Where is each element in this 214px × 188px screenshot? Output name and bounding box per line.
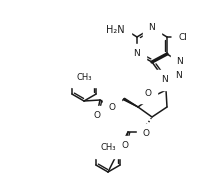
- Text: N: N: [176, 71, 182, 80]
- Text: O: O: [108, 104, 116, 112]
- Polygon shape: [123, 98, 138, 107]
- Text: N: N: [177, 58, 183, 67]
- Text: N: N: [134, 49, 140, 58]
- Text: Cl: Cl: [179, 33, 188, 42]
- Text: N: N: [162, 76, 168, 84]
- Text: H₂N: H₂N: [106, 25, 125, 35]
- Text: O: O: [144, 89, 152, 98]
- Text: N: N: [149, 24, 155, 33]
- Polygon shape: [164, 80, 166, 90]
- Text: O: O: [94, 111, 101, 121]
- Text: O: O: [122, 142, 128, 151]
- Text: O: O: [143, 130, 150, 139]
- Text: CH₃: CH₃: [76, 73, 92, 82]
- Text: CH₃: CH₃: [100, 143, 116, 152]
